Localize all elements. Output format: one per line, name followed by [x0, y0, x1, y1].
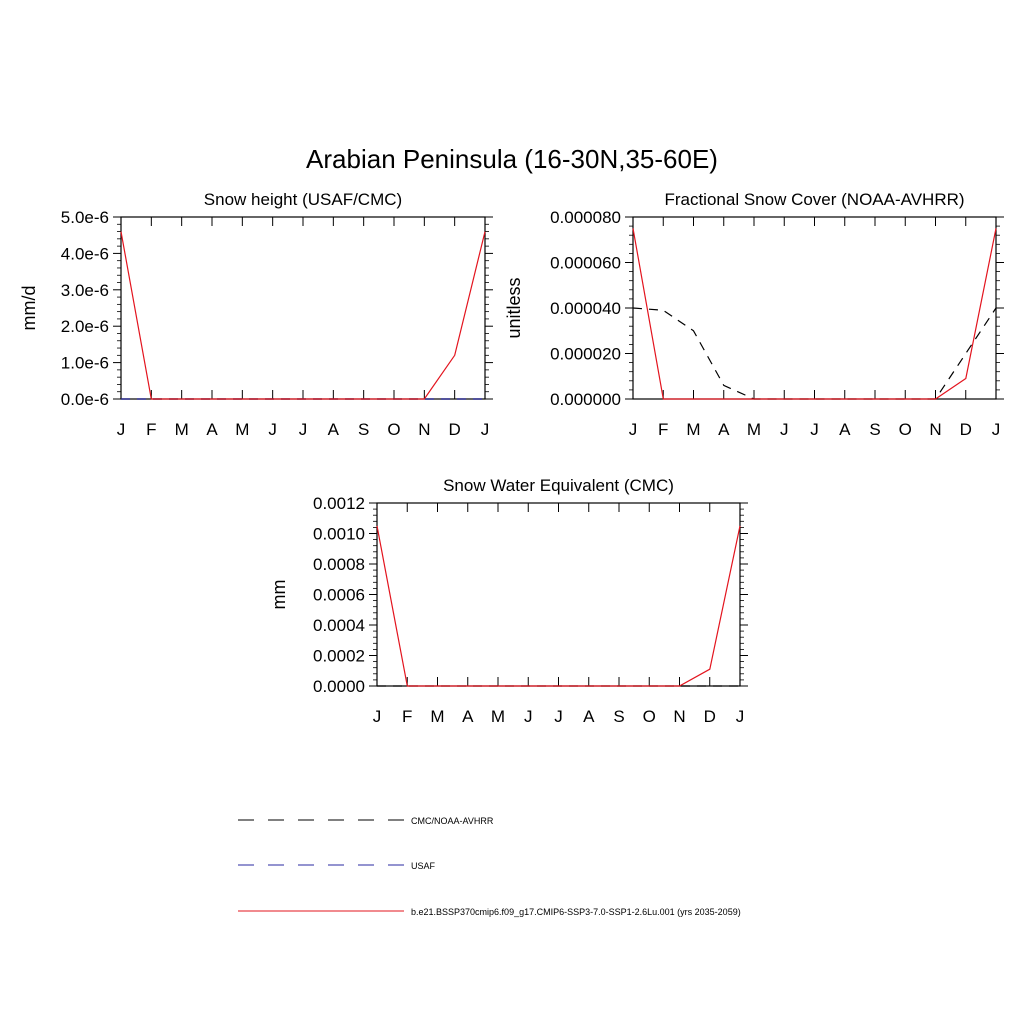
y-tick-label: 0.000040: [550, 299, 621, 318]
series-group: [632, 228, 997, 400]
y-axis-label: mm/d: [19, 286, 39, 331]
y-tick-label: 0.0e-6: [61, 390, 109, 409]
y-tick-label: 3.0e-6: [61, 281, 109, 300]
x-tick-label: M: [491, 707, 505, 726]
x-tick-label: J: [736, 707, 745, 726]
legend-label-1: CMC/NOAA-AVHRR: [411, 816, 494, 826]
plot-frame: [376, 502, 741, 687]
x-tick-label: J: [629, 420, 638, 439]
x-tick-label: A: [328, 420, 340, 439]
series-group: [120, 231, 486, 400]
x-tick-label: D: [704, 707, 716, 726]
chart-panel-1: Snow height (USAF/CMC)J F M A M J J A S O N D J0.0e-…: [19, 190, 493, 439]
x-tick-label: D: [449, 420, 461, 439]
x-tick-label: F: [402, 707, 412, 726]
x-tick-label: N: [673, 707, 685, 726]
panel-title: Snow height (USAF/CMC): [204, 190, 402, 209]
y-tick-label: 2.0e-6: [61, 317, 109, 336]
x-tick-label: J: [373, 707, 382, 726]
x-tick-label: O: [899, 420, 912, 439]
x-tick-label: F: [658, 420, 668, 439]
x-tick-label: D: [960, 420, 972, 439]
x-tick-label: M: [686, 420, 700, 439]
x-tick-label: N: [929, 420, 941, 439]
series-line-2: [632, 228, 997, 400]
x-tick-label: J: [992, 420, 1001, 439]
panel-title: Snow Water Equivalent (CMC): [443, 476, 674, 495]
y-tick-label: 0.0010: [313, 525, 365, 544]
legend-label-3: b.e21.BSSP370cmip6.f09_g17.CMIP6-SSP3-7.…: [411, 907, 741, 917]
y-axis-label: unitless: [504, 277, 524, 338]
y-tick-label: 0.0004: [313, 616, 365, 635]
y-tick-label: 0.000060: [550, 254, 621, 273]
x-tick-label: S: [358, 420, 369, 439]
y-tick-label: 0.0008: [313, 555, 365, 574]
chart-panel-3: Snow Water Equivalent (CMC)J F M A M J J A S O N D J…: [269, 476, 748, 726]
x-tick-label: S: [869, 420, 880, 439]
y-tick-label: 0.000020: [550, 345, 621, 364]
x-tick-label: A: [583, 707, 595, 726]
panels: Snow height (USAF/CMC)J F M A M J J A S O N D J0.0e-…: [19, 190, 1004, 726]
y-tick-label: 1.0e-6: [61, 354, 109, 373]
x-tick-label: N: [418, 420, 430, 439]
y-tick-label: 5.0e-6: [61, 208, 109, 227]
x-tick-label: M: [430, 707, 444, 726]
y-tick-label: 0.000000: [550, 390, 621, 409]
x-tick-label: J: [524, 707, 533, 726]
x-tick-label: J: [481, 420, 490, 439]
x-tick-label: F: [146, 420, 156, 439]
y-tick-label: 0.0000: [313, 677, 365, 696]
x-tick-label: J: [810, 420, 819, 439]
plot-frame: [632, 216, 997, 400]
x-tick-label: J: [780, 420, 789, 439]
y-tick-label: 0.0012: [313, 494, 365, 513]
y-tick-label: 0.0002: [313, 647, 365, 666]
x-tick-label: S: [613, 707, 624, 726]
x-tick-label: J: [268, 420, 277, 439]
y-tick-label: 4.0e-6: [61, 244, 109, 263]
figure-title: Arabian Peninsula (16-30N,35-60E): [306, 144, 718, 174]
y-tick-label: 0.000080: [550, 208, 621, 227]
plot-frame: [120, 216, 486, 400]
x-tick-label: J: [117, 420, 126, 439]
y-axis-label: mm: [269, 580, 289, 610]
series-line-1: [632, 307, 997, 400]
legend: CMC/NOAA-AVHRR USAF b.e21.BSSP370cmip6.f09…: [238, 816, 741, 917]
legend-label-2: USAF: [411, 861, 436, 871]
series-group: [376, 525, 741, 687]
y-tick-label: 0.0006: [313, 586, 365, 605]
x-tick-label: A: [718, 420, 730, 439]
x-tick-label: A: [462, 707, 474, 726]
x-tick-label: A: [206, 420, 218, 439]
x-tick-label: M: [747, 420, 761, 439]
series-line-3: [120, 231, 486, 400]
x-tick-label: A: [839, 420, 851, 439]
x-tick-label: M: [175, 420, 189, 439]
chart-panel-2: Fractional Snow Cover (NOAA-AVHRR)J F M A M J…: [504, 190, 1004, 439]
x-tick-label: O: [387, 420, 400, 439]
x-tick-label: M: [235, 420, 249, 439]
x-tick-label: J: [554, 707, 563, 726]
x-tick-label: O: [643, 707, 656, 726]
panel-title: Fractional Snow Cover (NOAA-AVHRR): [664, 190, 964, 209]
x-tick-label: J: [299, 420, 308, 439]
series-line-2: [376, 525, 741, 687]
